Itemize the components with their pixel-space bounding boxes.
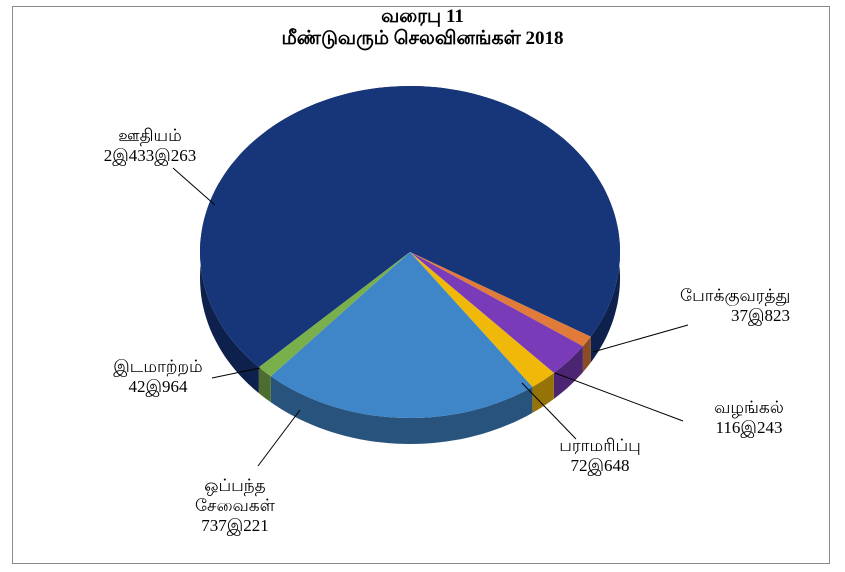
value-label: 737இ221	[201, 516, 269, 535]
category-label: வழங்கல்	[714, 398, 784, 417]
category-label: போக்குவரத்து	[680, 286, 791, 305]
slice-label: போக்குவரத்து 37இ823	[680, 286, 790, 326]
category-label: பராமரிப்பு	[559, 436, 641, 455]
slice-label: பராமரிப்பு 72இ648	[545, 436, 655, 476]
slice-label: ஊதியம் 2இ433இ263	[95, 126, 205, 166]
slice-side	[258, 367, 271, 403]
leader-line	[521, 382, 577, 440]
slice-side	[582, 336, 591, 373]
slice	[410, 252, 591, 347]
leader-line	[554, 372, 684, 422]
slice-side	[532, 372, 554, 413]
slice-label: ஒப்பந்த சேவைகள் 737இ221	[190, 476, 280, 536]
slice-side	[270, 376, 533, 444]
slice	[410, 252, 583, 373]
value-label: 42இ964	[128, 377, 188, 396]
value-label: 72இ648	[570, 456, 630, 475]
value-label: 2இ433இ263	[103, 146, 197, 165]
chart-title: வரைபு 11	[381, 6, 464, 27]
leader-line	[172, 167, 216, 206]
slice	[410, 252, 554, 387]
slice	[200, 86, 620, 368]
category-label: ஊதியம்	[118, 126, 182, 145]
leader-line	[257, 409, 301, 467]
slice-side	[200, 86, 620, 394]
category-label: ஒப்பந்த சேவைகள்	[194, 476, 276, 515]
value-label: 116இ243	[715, 418, 783, 437]
slice	[270, 252, 533, 418]
chart-subtitle: மீண்டுவரும் செலவினங்கள் 2018	[281, 28, 564, 49]
leader-line	[211, 367, 261, 379]
slice-label: இடமாற்றம் 42இ964	[103, 357, 213, 397]
slice	[258, 252, 410, 377]
leader-line	[592, 324, 689, 353]
slice-side	[553, 346, 583, 399]
slice-label: வழங்கல் 116இ243	[694, 398, 804, 438]
value-label: 37இ823	[730, 306, 790, 325]
category-label: இடமாற்றம்	[113, 357, 203, 376]
frame	[12, 6, 830, 564]
